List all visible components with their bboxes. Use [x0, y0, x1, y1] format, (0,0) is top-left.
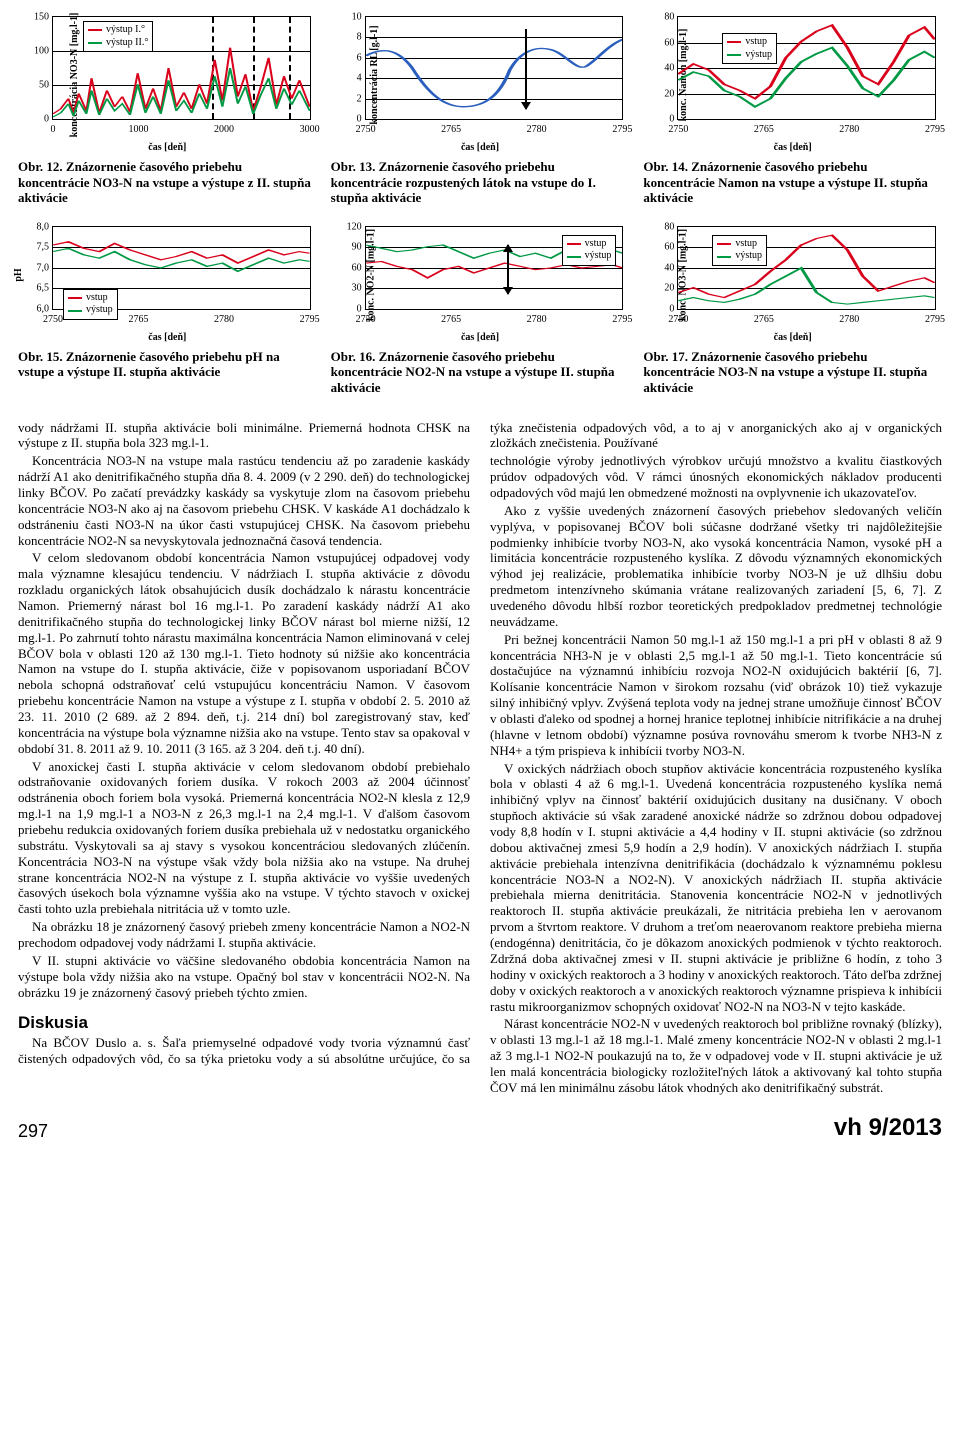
- chart-17-legend: vstup výstup: [712, 235, 767, 266]
- chart-15-plot: 8,0 7,5 7,0 6,5 6,0 2750 2765 2780 2795 …: [52, 226, 311, 310]
- caption-12: Obr. 12. Znázornenie časového priebehu k…: [18, 159, 317, 206]
- chart-17-box: konc. NO3-N [mg.l-1] 80 60 40 20 0 2750 …: [643, 220, 942, 330]
- chart-12-xlabel: čas [deň]: [18, 142, 317, 153]
- chart-15: pH 8,0 7,5 7,0 6,5 6,0 2750 2765 2780 27…: [18, 220, 317, 396]
- page-number: 297: [18, 1121, 48, 1142]
- chart-16: konc. NO2-N [mg.l-1] 120 90 60 30 0 2750…: [331, 220, 630, 396]
- para-6: V II. stupni aktivácie vo väčšine sledov…: [18, 953, 470, 1001]
- para-8: technológie výroby jednotlivých výrobkov…: [490, 453, 942, 501]
- para-1: vody nádržami II. stupňa aktivácie boli …: [18, 420, 470, 452]
- chart-16-box: konc. NO2-N [mg.l-1] 120 90 60 30 0 2750…: [331, 220, 630, 330]
- chart-16-legend: vstup výstup: [562, 235, 617, 266]
- caption-15: Obr. 15. Znázornenie časového priebehu p…: [18, 349, 317, 380]
- chart-13: koncentrácia RL [g.l-1] 10 8 6 4 2 0 275…: [331, 10, 630, 206]
- heading-diskusia: Diskusia: [18, 1013, 470, 1034]
- page-footer: 297 vh 9/2013: [18, 1114, 942, 1142]
- chart-13-svg: [366, 17, 623, 119]
- issue-label: vh 9/2013: [834, 1114, 942, 1142]
- para-4: V anoxickej časti I. stupňa aktivácie v …: [18, 759, 470, 918]
- chart-17-plot: 80 60 40 20 0 2750 2765 2780 2795 vstup: [677, 226, 936, 310]
- para-11: V oxických nádržiach oboch stupňov aktiv…: [490, 761, 942, 1015]
- chart-17-xlabel: čas [deň]: [643, 332, 942, 343]
- caption-16: Obr. 16. Znázornenie časového priebehu k…: [331, 349, 630, 396]
- charts-row-2: pH 8,0 7,5 7,0 6,5 6,0 2750 2765 2780 27…: [18, 220, 942, 396]
- chart-13-plot: 10 8 6 4 2 0 2750 2765 2780 2795: [365, 16, 624, 120]
- para-3: V celom sledovanom období koncentrácia N…: [18, 550, 470, 756]
- chart-14: konc. Namon [mg.l-1] 80 60 40 20 0 2750 …: [643, 10, 942, 206]
- chart-15-legend: vstup výstup: [63, 289, 118, 320]
- chart-15-box: pH 8,0 7,5 7,0 6,5 6,0 2750 2765 2780 27…: [18, 220, 317, 330]
- para-12: Nárast koncentrácie NO2-N v uvedených re…: [490, 1016, 942, 1095]
- caption-13: Obr. 13. Znázornenie časového priebehu k…: [331, 159, 630, 206]
- caption-14: Obr. 14. Znázornenie časového priebehu k…: [643, 159, 942, 206]
- para-2: Koncentrácia NO3-N na vstupe mala rastúc…: [18, 453, 470, 548]
- chart-14-xlabel: čas [deň]: [643, 142, 942, 153]
- para-5: Na obrázku 18 je znázornený časový prieb…: [18, 919, 470, 951]
- chart-14-svg: [678, 17, 935, 119]
- chart-13-box: koncentrácia RL [g.l-1] 10 8 6 4 2 0 275…: [331, 10, 630, 140]
- charts-row-1: koncentrácia NO3-N [mg.l-1] 150 100 50 0…: [18, 10, 942, 206]
- para-10: Pri bežnej koncentrácii Namon 50 mg.l-1 …: [490, 632, 942, 759]
- chart-12-legend: výstup I.° výstup II.°: [83, 21, 153, 52]
- chart-13-xlabel: čas [deň]: [331, 142, 630, 153]
- chart-14-box: konc. Namon [mg.l-1] 80 60 40 20 0 2750 …: [643, 10, 942, 140]
- para-9: Ako z vyššie uvedených znázornení časový…: [490, 503, 942, 630]
- page: koncentrácia NO3-N [mg.l-1] 150 100 50 0…: [0, 0, 960, 1152]
- chart-14-legend: vstup výstup: [722, 33, 777, 64]
- chart-12: koncentrácia NO3-N [mg.l-1] 150 100 50 0…: [18, 10, 317, 206]
- chart-12-box: koncentrácia NO3-N [mg.l-1] 150 100 50 0…: [18, 10, 317, 140]
- body-text: vody nádržami II. stupňa aktivácie boli …: [18, 420, 942, 1096]
- chart-14-plot: 80 60 40 20 0 2750 2765 2780 2795 vstup: [677, 16, 936, 120]
- chart-12-plot: 150 100 50 0 0 1000 2000 3000: [52, 16, 311, 120]
- chart-17: konc. NO3-N [mg.l-1] 80 60 40 20 0 2750 …: [643, 220, 942, 396]
- chart-16-xlabel: čas [deň]: [331, 332, 630, 343]
- chart-15-xlabel: čas [deň]: [18, 332, 317, 343]
- caption-17: Obr. 17. Znázornenie časového priebehu k…: [643, 349, 942, 396]
- chart-16-plot: 120 90 60 30 0 2750 2765 2780 2795 vst: [365, 226, 624, 310]
